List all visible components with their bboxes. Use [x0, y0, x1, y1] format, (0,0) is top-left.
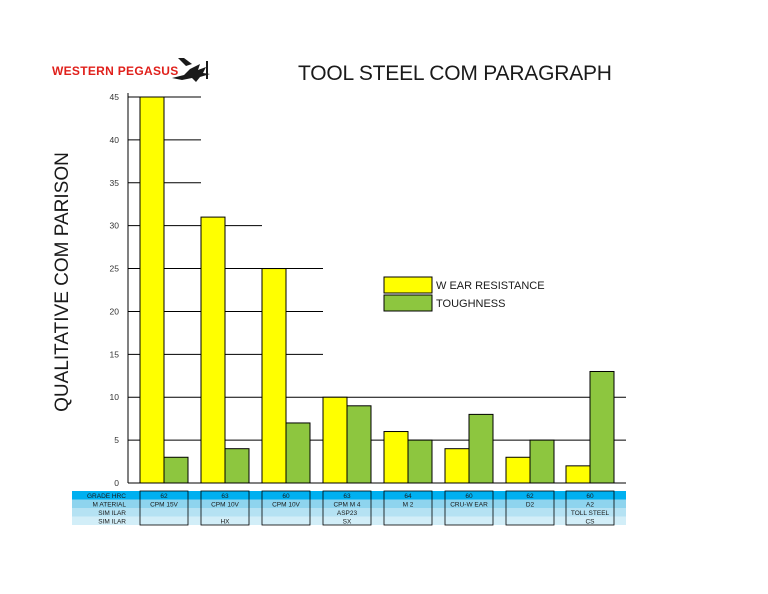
y-tick-label: 35 [110, 178, 120, 188]
table-column-border [261, 490, 311, 526]
table-row-bg [72, 516, 626, 525]
bar [261, 268, 287, 484]
legend-swatch [383, 294, 433, 312]
table-cell: CRU-W EAR [450, 501, 488, 508]
y-tick-label: 30 [110, 221, 120, 231]
table-cell: M 2 [403, 501, 414, 508]
y-tick-label: 15 [110, 349, 120, 359]
table-cell: A2 [586, 501, 594, 508]
y-tick-label: 0 [114, 478, 119, 488]
table-cell: D2 [526, 501, 535, 508]
legend-swatch [383, 276, 433, 294]
table-cell: HX [220, 518, 230, 525]
table-row-bg [72, 508, 626, 517]
logo: WESTERN PEGASUS [52, 58, 212, 84]
bar [407, 439, 433, 484]
bar [285, 422, 311, 484]
y-tick-label: 45 [110, 92, 120, 102]
table-row-label: SIM ILAR [98, 518, 126, 525]
table-cell: CPM 10V [272, 501, 300, 508]
legend-label: TOUGHNESS [436, 298, 505, 310]
bar [139, 96, 165, 484]
legend-label: W EAR RESISTANCE [436, 280, 545, 292]
table-column-border [139, 490, 189, 526]
table-cell: CPM 15V [150, 501, 178, 508]
y-tick-label: 40 [110, 135, 120, 145]
table-cell: 62 [160, 493, 168, 500]
table-row-label: GRADE HRC [87, 493, 126, 500]
y-axis-label: QUALITATIVE COM PARISON [52, 152, 73, 412]
table-cell: CPM 10V [211, 501, 239, 508]
table-cell: 63 [343, 493, 351, 500]
bar [565, 465, 591, 484]
table-cell: 60 [465, 493, 473, 500]
logo-text: WESTERN PEGASUS [52, 64, 179, 78]
table-cell: CS [585, 518, 595, 525]
bar [444, 448, 470, 484]
y-tick-label: 10 [110, 392, 120, 402]
table-cell: ASP23 [337, 510, 358, 517]
table-cell: 64 [404, 493, 412, 500]
table-cell: 60 [282, 493, 290, 500]
table-column-border [505, 490, 555, 526]
y-tick-label: 5 [114, 435, 119, 445]
bar [322, 396, 348, 484]
table-row-label: M ATERIAL [93, 501, 127, 508]
bar [383, 431, 409, 484]
table-row-bg [72, 491, 626, 500]
chart-title: TOOL STEEL COM PARAGRAPH [298, 62, 612, 85]
y-tick-label: 25 [110, 264, 120, 274]
table-cell: 60 [586, 493, 594, 500]
table-column-border [565, 490, 615, 526]
bar [163, 456, 189, 484]
y-tick-label: 20 [110, 306, 120, 316]
table-column-border [200, 490, 250, 526]
table-column-border [383, 490, 433, 526]
bar [505, 456, 531, 484]
table-cell: 63 [221, 493, 229, 500]
table-cell: 62 [526, 493, 534, 500]
table-cell: TOLL STEEL [571, 510, 610, 517]
table-cell: SX [343, 518, 352, 525]
pegasus-icon [172, 58, 210, 82]
bar [346, 405, 372, 484]
table-cell: CPM M 4 [333, 501, 360, 508]
bar [589, 370, 615, 484]
table-row-label: SIM ILAR [98, 510, 126, 517]
table-column-border [322, 490, 372, 526]
bar [224, 448, 250, 484]
table-column-border [444, 490, 494, 526]
table-row-bg [72, 499, 626, 508]
bar [468, 413, 494, 484]
bar [200, 216, 226, 484]
bar [529, 439, 555, 484]
